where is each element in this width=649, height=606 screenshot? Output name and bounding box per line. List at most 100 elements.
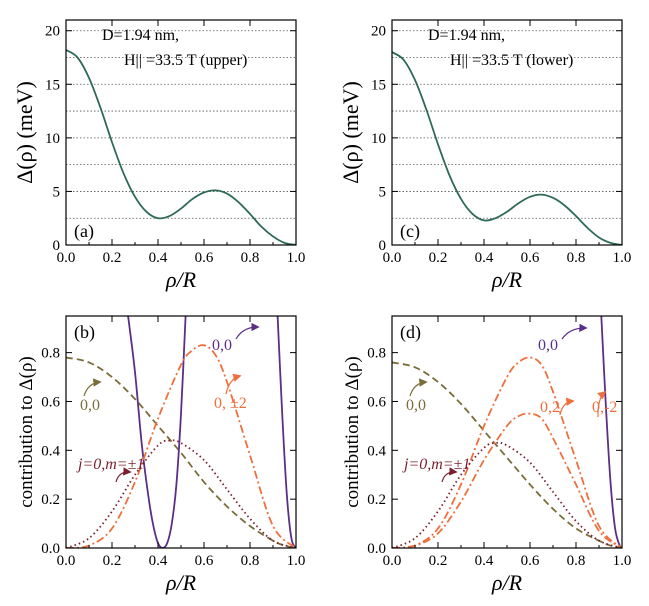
panel-label: (d) — [400, 322, 421, 343]
x-tick-label: 0.8 — [241, 553, 260, 569]
x-tick-label: 0.6 — [521, 553, 540, 569]
series-line — [66, 344, 296, 548]
y-tick-label: 0.8 — [41, 346, 60, 362]
series-label: 0,0 — [538, 337, 558, 354]
plot-area — [392, 51, 622, 245]
x-tick-label: 0.0 — [57, 250, 76, 266]
y-tick-label: 0.6 — [41, 394, 60, 410]
label-arrow — [115, 467, 132, 483]
x-axis-label: ρ/R — [491, 570, 523, 595]
y-tick-label: 15 — [45, 77, 60, 93]
y-tick-label: 0 — [53, 238, 61, 254]
x-tick-label: 0.2 — [103, 250, 122, 266]
chart-panel-c: 0.0 0.2 0.4 0.6 0.8 1.0 0 5 10 15 20 ρ/R Δ(ρ) (meV) (… — [338, 19, 632, 292]
series-line — [127, 316, 187, 548]
x-tick-label: 0.6 — [521, 250, 540, 266]
y-tick-label: 15 — [371, 77, 386, 93]
series-label: j=0,m=±1 — [76, 456, 144, 473]
chart-panel-d: 0.0 0.2 0.4 0.6 0.8 1.0 0.0 0.2 0.4 0.6 0.8 ρ/R cont… — [342, 315, 632, 595]
y-tick-label: 0.2 — [367, 492, 386, 508]
annotation-line: D=1.94 nm, — [102, 27, 179, 44]
series-line — [276, 316, 296, 548]
annotation-line: D=1.94 nm, — [428, 27, 505, 44]
x-tick-label: 0.0 — [57, 553, 76, 569]
x-tick-label: 1.0 — [287, 553, 306, 569]
series-label: 0,2 — [540, 399, 560, 416]
series-line — [66, 49, 296, 245]
x-tick-label: 0.2 — [429, 553, 448, 569]
panel-label: (a) — [74, 221, 94, 242]
plot-area — [66, 49, 296, 245]
y-tick-label: 0.2 — [41, 492, 60, 508]
y-tick-label: 0.0 — [41, 541, 60, 557]
y-tick-label: 5 — [379, 184, 387, 200]
y-tick-label: 5 — [53, 184, 61, 200]
panel-label: (b) — [74, 322, 95, 343]
y-tick-label: 20 — [45, 24, 60, 40]
series-line — [392, 361, 622, 548]
plot-frame — [65, 315, 297, 549]
x-tick-label: 0.2 — [429, 250, 448, 266]
plot-area — [66, 316, 296, 548]
label-arrow — [441, 467, 458, 483]
x-tick-label: 0.4 — [475, 553, 494, 569]
label-arrow — [235, 322, 260, 340]
x-tick-label: 1.0 — [613, 553, 632, 569]
x-tick-label: 0.8 — [241, 250, 260, 266]
y-axis-label: Δ(ρ) (meV) — [338, 81, 363, 184]
x-tick-label: 0.0 — [383, 553, 402, 569]
series-label: 0,0 — [212, 337, 232, 354]
series-line — [392, 356, 622, 548]
y-tick-label: 0 — [379, 238, 387, 254]
x-tick-label: 0.8 — [567, 553, 586, 569]
x-tick-label: 0.8 — [567, 250, 586, 266]
series-line — [600, 316, 622, 548]
x-tick-label: 0.4 — [149, 553, 168, 569]
series-label: 0,-2 — [592, 399, 617, 416]
y-tick-label: 20 — [371, 24, 386, 40]
plot-area — [392, 316, 622, 548]
y-tick-label: 0.4 — [367, 443, 386, 459]
x-tick-label: 1.0 — [287, 250, 306, 266]
y-tick-label: 10 — [45, 131, 60, 147]
y-tick-label: 0.6 — [367, 394, 386, 410]
x-tick-label: 1.0 — [613, 250, 632, 266]
series-label: 0, ±2 — [214, 395, 247, 412]
x-tick-label: 0.4 — [475, 250, 494, 266]
x-axis-label: ρ/R — [165, 267, 197, 292]
series-line — [392, 441, 622, 548]
y-axis-label: contribution to Δ(ρ) — [342, 356, 363, 508]
x-tick-label: 0.4 — [149, 250, 168, 266]
series-line — [66, 356, 296, 548]
label-arrow — [409, 378, 428, 397]
label-arrow — [225, 373, 242, 395]
label-arrow — [597, 390, 607, 418]
label-arrow — [559, 397, 575, 416]
annotation-line: H|| =33.5 T (upper) — [124, 52, 247, 69]
series-line — [392, 412, 622, 548]
series-label: 0,0 — [406, 397, 426, 414]
y-tick-label: 0.8 — [367, 346, 386, 362]
x-tick-label: 0.6 — [195, 553, 214, 569]
panel-label: (c) — [400, 221, 420, 242]
annotation-line: H|| =33.5 T (lower) — [450, 52, 573, 69]
series-label: j=0,m=±1 — [402, 456, 470, 473]
y-axis-label: Δ(ρ) (meV) — [12, 81, 37, 184]
chart-panel-b: 0.0 0.2 0.4 0.6 0.8 1.0 0.0 0.2 0.4 0.6 0.8 ρ/R cont… — [16, 315, 306, 595]
y-tick-label: 0.0 — [367, 541, 386, 557]
plot-frame — [391, 315, 623, 549]
y-tick-label: 0.4 — [41, 443, 60, 459]
series-line — [392, 51, 622, 245]
y-tick-label: 10 — [371, 131, 386, 147]
x-tick-label: 0.2 — [103, 553, 122, 569]
chart-panel-a: 0.0 0.2 0.4 0.6 0.8 1.0 0 5 10 15 20 ρ/R Δ(ρ) (meV) (… — [12, 19, 306, 292]
y-axis-label: contribution to Δ(ρ) — [16, 356, 37, 508]
x-axis-label: ρ/R — [491, 267, 523, 292]
x-tick-label: 0.0 — [383, 250, 402, 266]
x-axis-label: ρ/R — [165, 570, 197, 595]
x-tick-label: 0.6 — [195, 250, 214, 266]
series-label: 0,0 — [80, 397, 100, 414]
label-arrow — [83, 378, 102, 397]
label-arrow — [561, 323, 588, 340]
